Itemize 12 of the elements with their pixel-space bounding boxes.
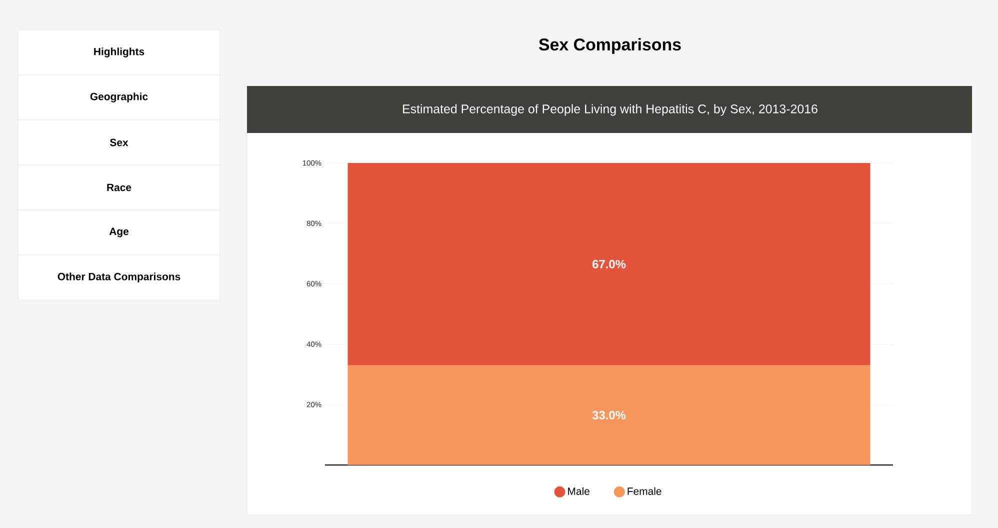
legend-label: Male	[568, 487, 590, 495]
text: Age	[109, 228, 129, 238]
legend-label: Female	[628, 487, 662, 495]
chart-title: Sex Comparisons	[538, 38, 681, 54]
data-label: 33.0%	[592, 410, 626, 420]
text: Geographic	[90, 92, 148, 102]
chart-subtitle: Estimated Percentage of People Living with Hepatitis C, by Sex, 2013-2016	[403, 104, 818, 116]
text: Race	[107, 184, 132, 192]
text: Sex	[110, 138, 128, 146]
data-label: 67.0%	[592, 260, 626, 268]
text: Highlights	[94, 48, 144, 58]
text: Other Data Comparisons	[58, 272, 180, 282]
